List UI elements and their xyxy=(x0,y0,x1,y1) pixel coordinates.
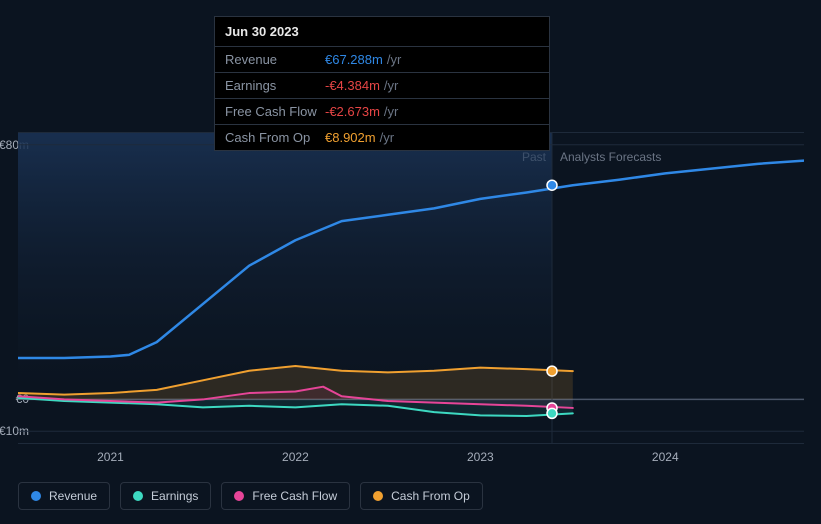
tooltip-row: Cash From Op€8.902m/yr xyxy=(215,125,549,150)
tooltip-row-value: €67.288m xyxy=(325,52,383,67)
financials-chart[interactable] xyxy=(18,132,804,444)
legend-label: Revenue xyxy=(49,489,97,503)
tooltip-date: Jun 30 2023 xyxy=(215,17,549,47)
tooltip-row-unit: /yr xyxy=(384,78,398,93)
x-axis-label: 2024 xyxy=(652,450,679,464)
legend-label: Cash From Op xyxy=(391,489,470,503)
tooltip-row-value: -€2.673m xyxy=(325,104,380,119)
legend-item-cash-from-op[interactable]: Cash From Op xyxy=(360,482,483,510)
tooltip-row-unit: /yr xyxy=(384,104,398,119)
chart-tooltip: Jun 30 2023 Revenue€67.288m/yrEarnings-€… xyxy=(214,16,550,151)
tooltip-row-label: Cash From Op xyxy=(225,130,325,145)
tooltip-row: Revenue€67.288m/yr xyxy=(215,47,549,73)
tooltip-row-unit: /yr xyxy=(387,52,401,67)
x-axis-label: 2023 xyxy=(467,450,494,464)
tooltip-row: Free Cash Flow-€2.673m/yr xyxy=(215,99,549,125)
legend-swatch xyxy=(234,491,244,501)
marker-earnings xyxy=(547,408,557,418)
tooltip-row-label: Earnings xyxy=(225,78,325,93)
legend-item-free-cash-flow[interactable]: Free Cash Flow xyxy=(221,482,350,510)
tooltip-row-value: -€4.384m xyxy=(325,78,380,93)
x-axis-label: 2021 xyxy=(97,450,124,464)
tooltip-row-label: Free Cash Flow xyxy=(225,104,325,119)
legend-label: Free Cash Flow xyxy=(252,489,337,503)
legend-swatch xyxy=(133,491,143,501)
legend-label: Earnings xyxy=(151,489,198,503)
chart-legend: Revenue Earnings Free Cash Flow Cash From O… xyxy=(18,482,483,510)
marker-revenue xyxy=(547,180,557,190)
tooltip-row: Earnings-€4.384m/yr xyxy=(215,73,549,99)
tooltip-row-value: €8.902m xyxy=(325,130,376,145)
legend-item-revenue[interactable]: Revenue xyxy=(18,482,110,510)
legend-swatch xyxy=(373,491,383,501)
legend-swatch xyxy=(31,491,41,501)
marker-cfo xyxy=(547,366,557,376)
tooltip-row-label: Revenue xyxy=(225,52,325,67)
tooltip-row-unit: /yr xyxy=(380,130,394,145)
x-axis-label: 2022 xyxy=(282,450,309,464)
legend-item-earnings[interactable]: Earnings xyxy=(120,482,211,510)
